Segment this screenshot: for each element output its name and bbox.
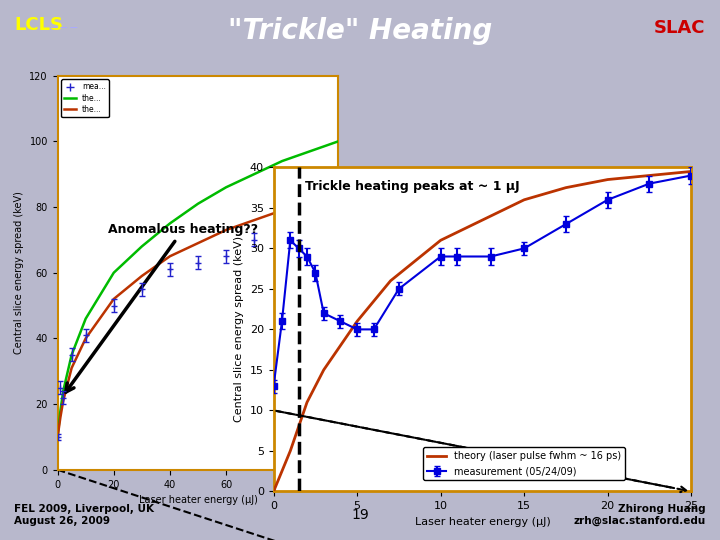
theory (laser pulse fwhm ~ 16 ps) (353, 318, 361, 325)
theory (laser pulse fwhm ~ 16 ps) (645, 172, 654, 179)
Text: SLAC: SLAC (654, 19, 706, 37)
theory (laser pulse fwhm ~ 16 ps) (520, 197, 528, 203)
theory (laser pulse fwhm ~ 16 ps) (436, 237, 445, 244)
Text: Trickle heating peaks at ~ 1 μJ: Trickle heating peaks at ~ 1 μJ (305, 179, 520, 193)
Text: "Trickle" Heating: "Trickle" Heating (228, 17, 492, 45)
theory (laser pulse fwhm ~ 16 ps) (487, 213, 495, 219)
theory (laser pulse fwhm ~ 16 ps) (274, 476, 283, 483)
theory (laser pulse fwhm ~ 16 ps) (294, 423, 303, 430)
theory (laser pulse fwhm ~ 16 ps) (562, 184, 570, 191)
Text: Anomalous heating??: Anomalous heating?? (66, 223, 258, 392)
Text: Zhirong Huang
zrh@slac.stanford.edu: Zhirong Huang zrh@slac.stanford.edu (573, 504, 706, 525)
theory (laser pulse fwhm ~ 16 ps) (302, 399, 311, 406)
Text: ─ ─ ─: ─ ─ ─ (50, 23, 78, 33)
theory (laser pulse fwhm ~ 16 ps) (603, 176, 612, 183)
Text: 19: 19 (351, 508, 369, 522)
Y-axis label: Central slice energy spread (keV): Central slice energy spread (keV) (234, 237, 244, 422)
theory (laser pulse fwhm ~ 16 ps) (320, 367, 328, 373)
Y-axis label: Central slice energy spread (keV): Central slice energy spread (keV) (14, 191, 24, 354)
X-axis label: Laser heater energy (μJ): Laser heater energy (μJ) (138, 495, 258, 505)
Text: FEL 2009, Liverpool, UK
August 26, 2009: FEL 2009, Liverpool, UK August 26, 2009 (14, 504, 154, 525)
theory (laser pulse fwhm ~ 16 ps) (386, 278, 395, 284)
theory (laser pulse fwhm ~ 16 ps) (336, 342, 345, 349)
X-axis label: Laser heater energy (μJ): Laser heater energy (μJ) (415, 517, 550, 526)
theory (laser pulse fwhm ~ 16 ps) (687, 168, 696, 175)
Legend: mea..., the..., the...: mea..., the..., the... (61, 79, 109, 117)
Legend: theory (laser pulse fwhm ~ 16 ps), measurement (05/24/09): theory (laser pulse fwhm ~ 16 ps), measu… (423, 448, 625, 480)
Text: LCLS: LCLS (14, 16, 63, 34)
theory (laser pulse fwhm ~ 16 ps) (279, 464, 288, 470)
theory (laser pulse fwhm ~ 16 ps) (286, 448, 294, 454)
theory (laser pulse fwhm ~ 16 ps) (269, 488, 278, 495)
Line: theory (laser pulse fwhm ~ 16 ps): theory (laser pulse fwhm ~ 16 ps) (274, 172, 691, 491)
